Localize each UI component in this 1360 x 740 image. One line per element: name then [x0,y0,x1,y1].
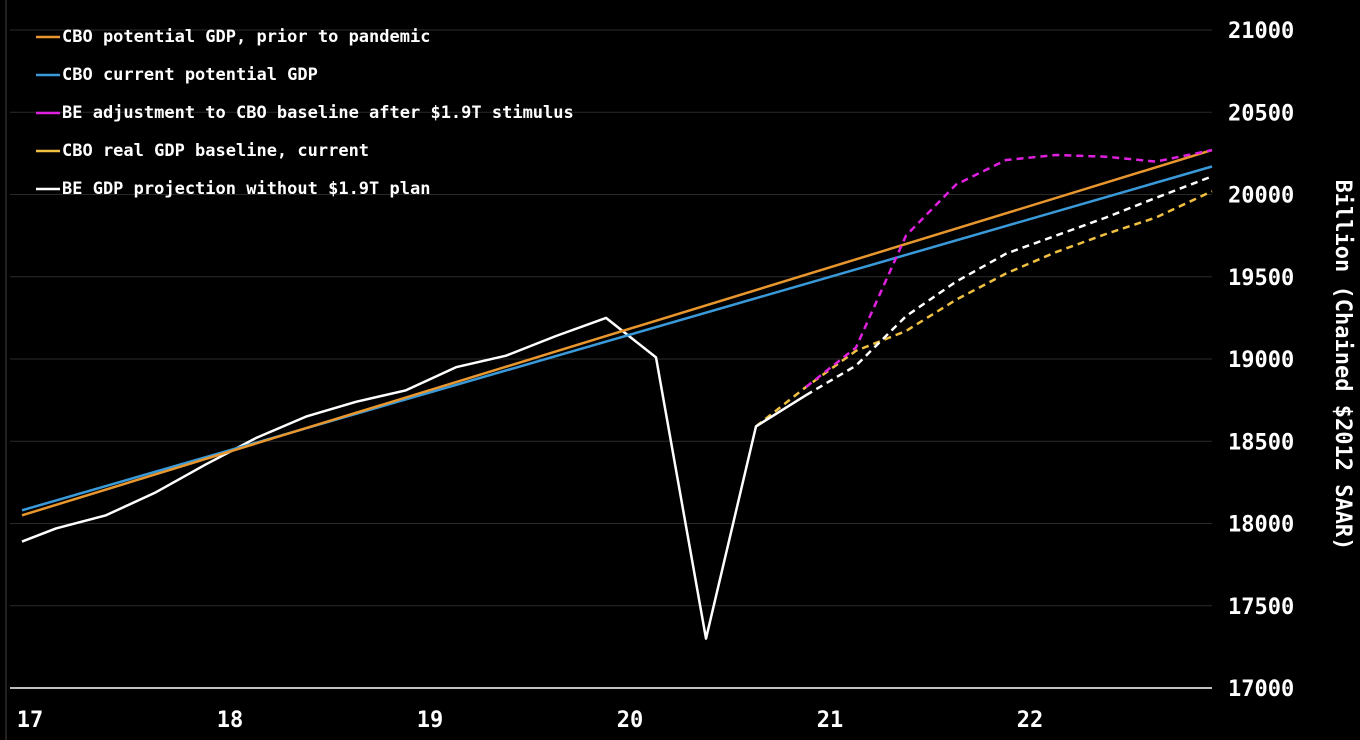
series-3-line [755,190,1213,428]
legend: CBO potential GDP, prior to pandemic CBO … [36,27,574,199]
x-tick-label: 17 [17,708,44,733]
series-2-line [805,148,1213,388]
x-tick-label: 21 [817,708,844,733]
grid-layer [5,0,1212,740]
y-tick-label: 17500 [1228,595,1294,620]
y-tick-label: 17000 [1228,677,1294,702]
y-tick-label: 20500 [1228,101,1294,126]
legend-entry-label: CBO current potential GDP [62,65,318,85]
legend-entry-label: CBO potential GDP, prior to pandemic [62,27,430,47]
series-layer [21,148,1213,640]
x-tick-label: 20 [617,708,644,733]
x-tick-label: 18 [217,708,244,733]
series-4-line-dashed [805,175,1213,397]
legend-entry-label: BE GDP projection without $1.9T plan [62,179,430,199]
x-tick-label: 22 [1017,708,1044,733]
series-0-line [21,148,1213,517]
y-tick-label: 19000 [1228,348,1294,373]
series-4-line-solid [21,316,807,640]
y-axis-label: Billion (Chained $2012 SAAR) [1330,180,1355,551]
series-1-line [21,165,1213,512]
x-tick-label: 19 [417,708,444,733]
y-tick-label: 18500 [1228,430,1294,455]
axis-layer: 17000 17500 18000 18500 19000 19500 20000 20500… [17,19,1294,733]
y-tick-label: 18000 [1228,513,1294,538]
legend-entry-label: CBO real GDP baseline, current [62,141,369,161]
legend-entry-label: BE adjustment to CBO baseline after $1.9… [62,103,574,123]
y-tick-label: 21000 [1228,19,1294,44]
y-tick-label: 20000 [1228,184,1294,209]
y-tick-label: 19500 [1228,266,1294,291]
